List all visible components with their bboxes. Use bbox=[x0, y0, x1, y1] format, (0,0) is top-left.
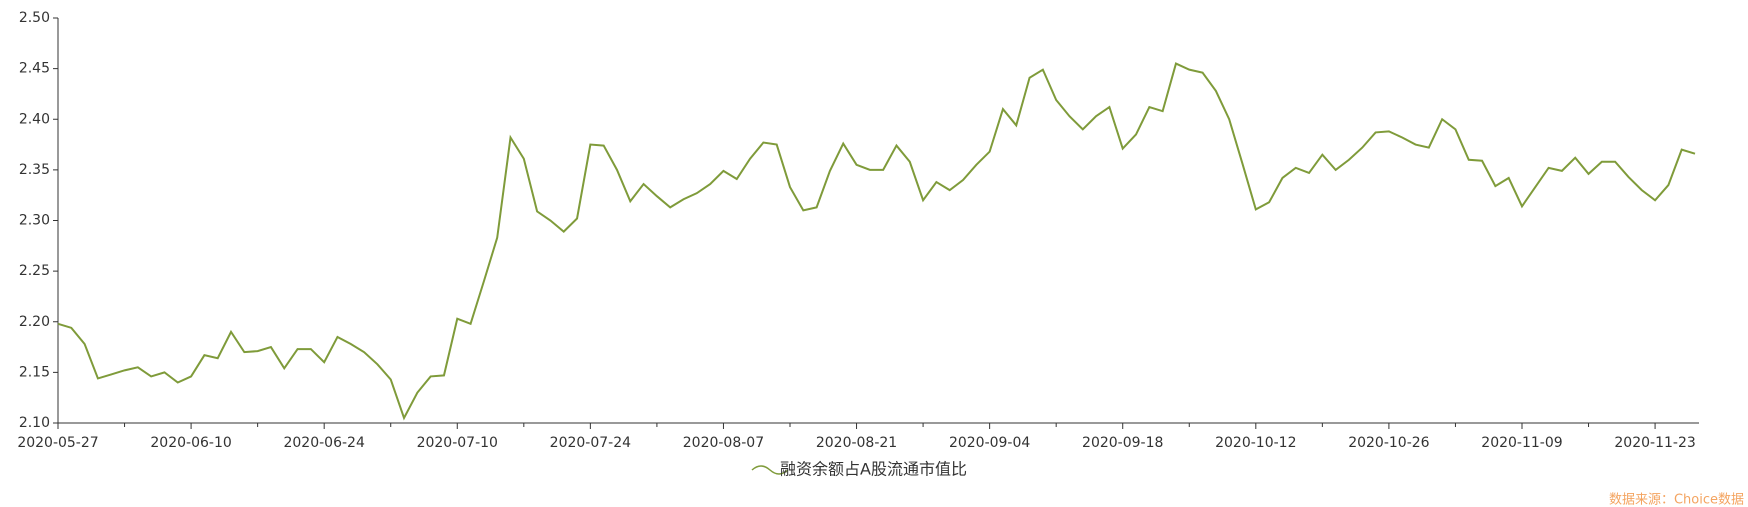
y-tick-label: 2.40 bbox=[19, 111, 50, 127]
legend-label: 融资余额占A股流通市值比 bbox=[780, 460, 967, 479]
legend-icon bbox=[751, 465, 789, 475]
y-tick-label: 2.50 bbox=[19, 10, 50, 26]
y-tick-label: 2.10 bbox=[19, 415, 50, 431]
series-line bbox=[57, 62, 1696, 421]
x-tick-label: 2020-06-10 bbox=[150, 435, 231, 451]
x-tick-label: 2020-10-26 bbox=[1348, 435, 1429, 451]
x-tick-label: 2020-08-21 bbox=[816, 435, 897, 451]
y-tick-label: 2.30 bbox=[19, 213, 50, 229]
x-tick-label: 2020-07-10 bbox=[417, 435, 498, 451]
x-tick-label: 2020-06-24 bbox=[283, 435, 364, 451]
x-tick-label: 2020-09-04 bbox=[949, 435, 1030, 451]
x-tick-label: 2020-05-27 bbox=[17, 435, 98, 451]
x-tick-label: 2020-11-23 bbox=[1614, 435, 1695, 451]
y-tick-label: 2.15 bbox=[19, 364, 50, 380]
y-tick-label: 2.25 bbox=[19, 263, 50, 279]
y-tick-label: 2.35 bbox=[19, 162, 50, 178]
x-tick-label: 2020-10-12 bbox=[1215, 435, 1296, 451]
x-tick-label: 2020-08-07 bbox=[683, 435, 764, 451]
x-tick-label: 2020-11-09 bbox=[1481, 435, 1562, 451]
y-tick-label: 2.20 bbox=[19, 314, 50, 330]
x-tick-label: 2020-07-24 bbox=[550, 435, 631, 451]
x-tick-label: 2020-09-18 bbox=[1082, 435, 1163, 451]
source-note: 数据来源：Choice数据 bbox=[1609, 493, 1744, 507]
y-tick-label: 2.45 bbox=[19, 61, 50, 77]
